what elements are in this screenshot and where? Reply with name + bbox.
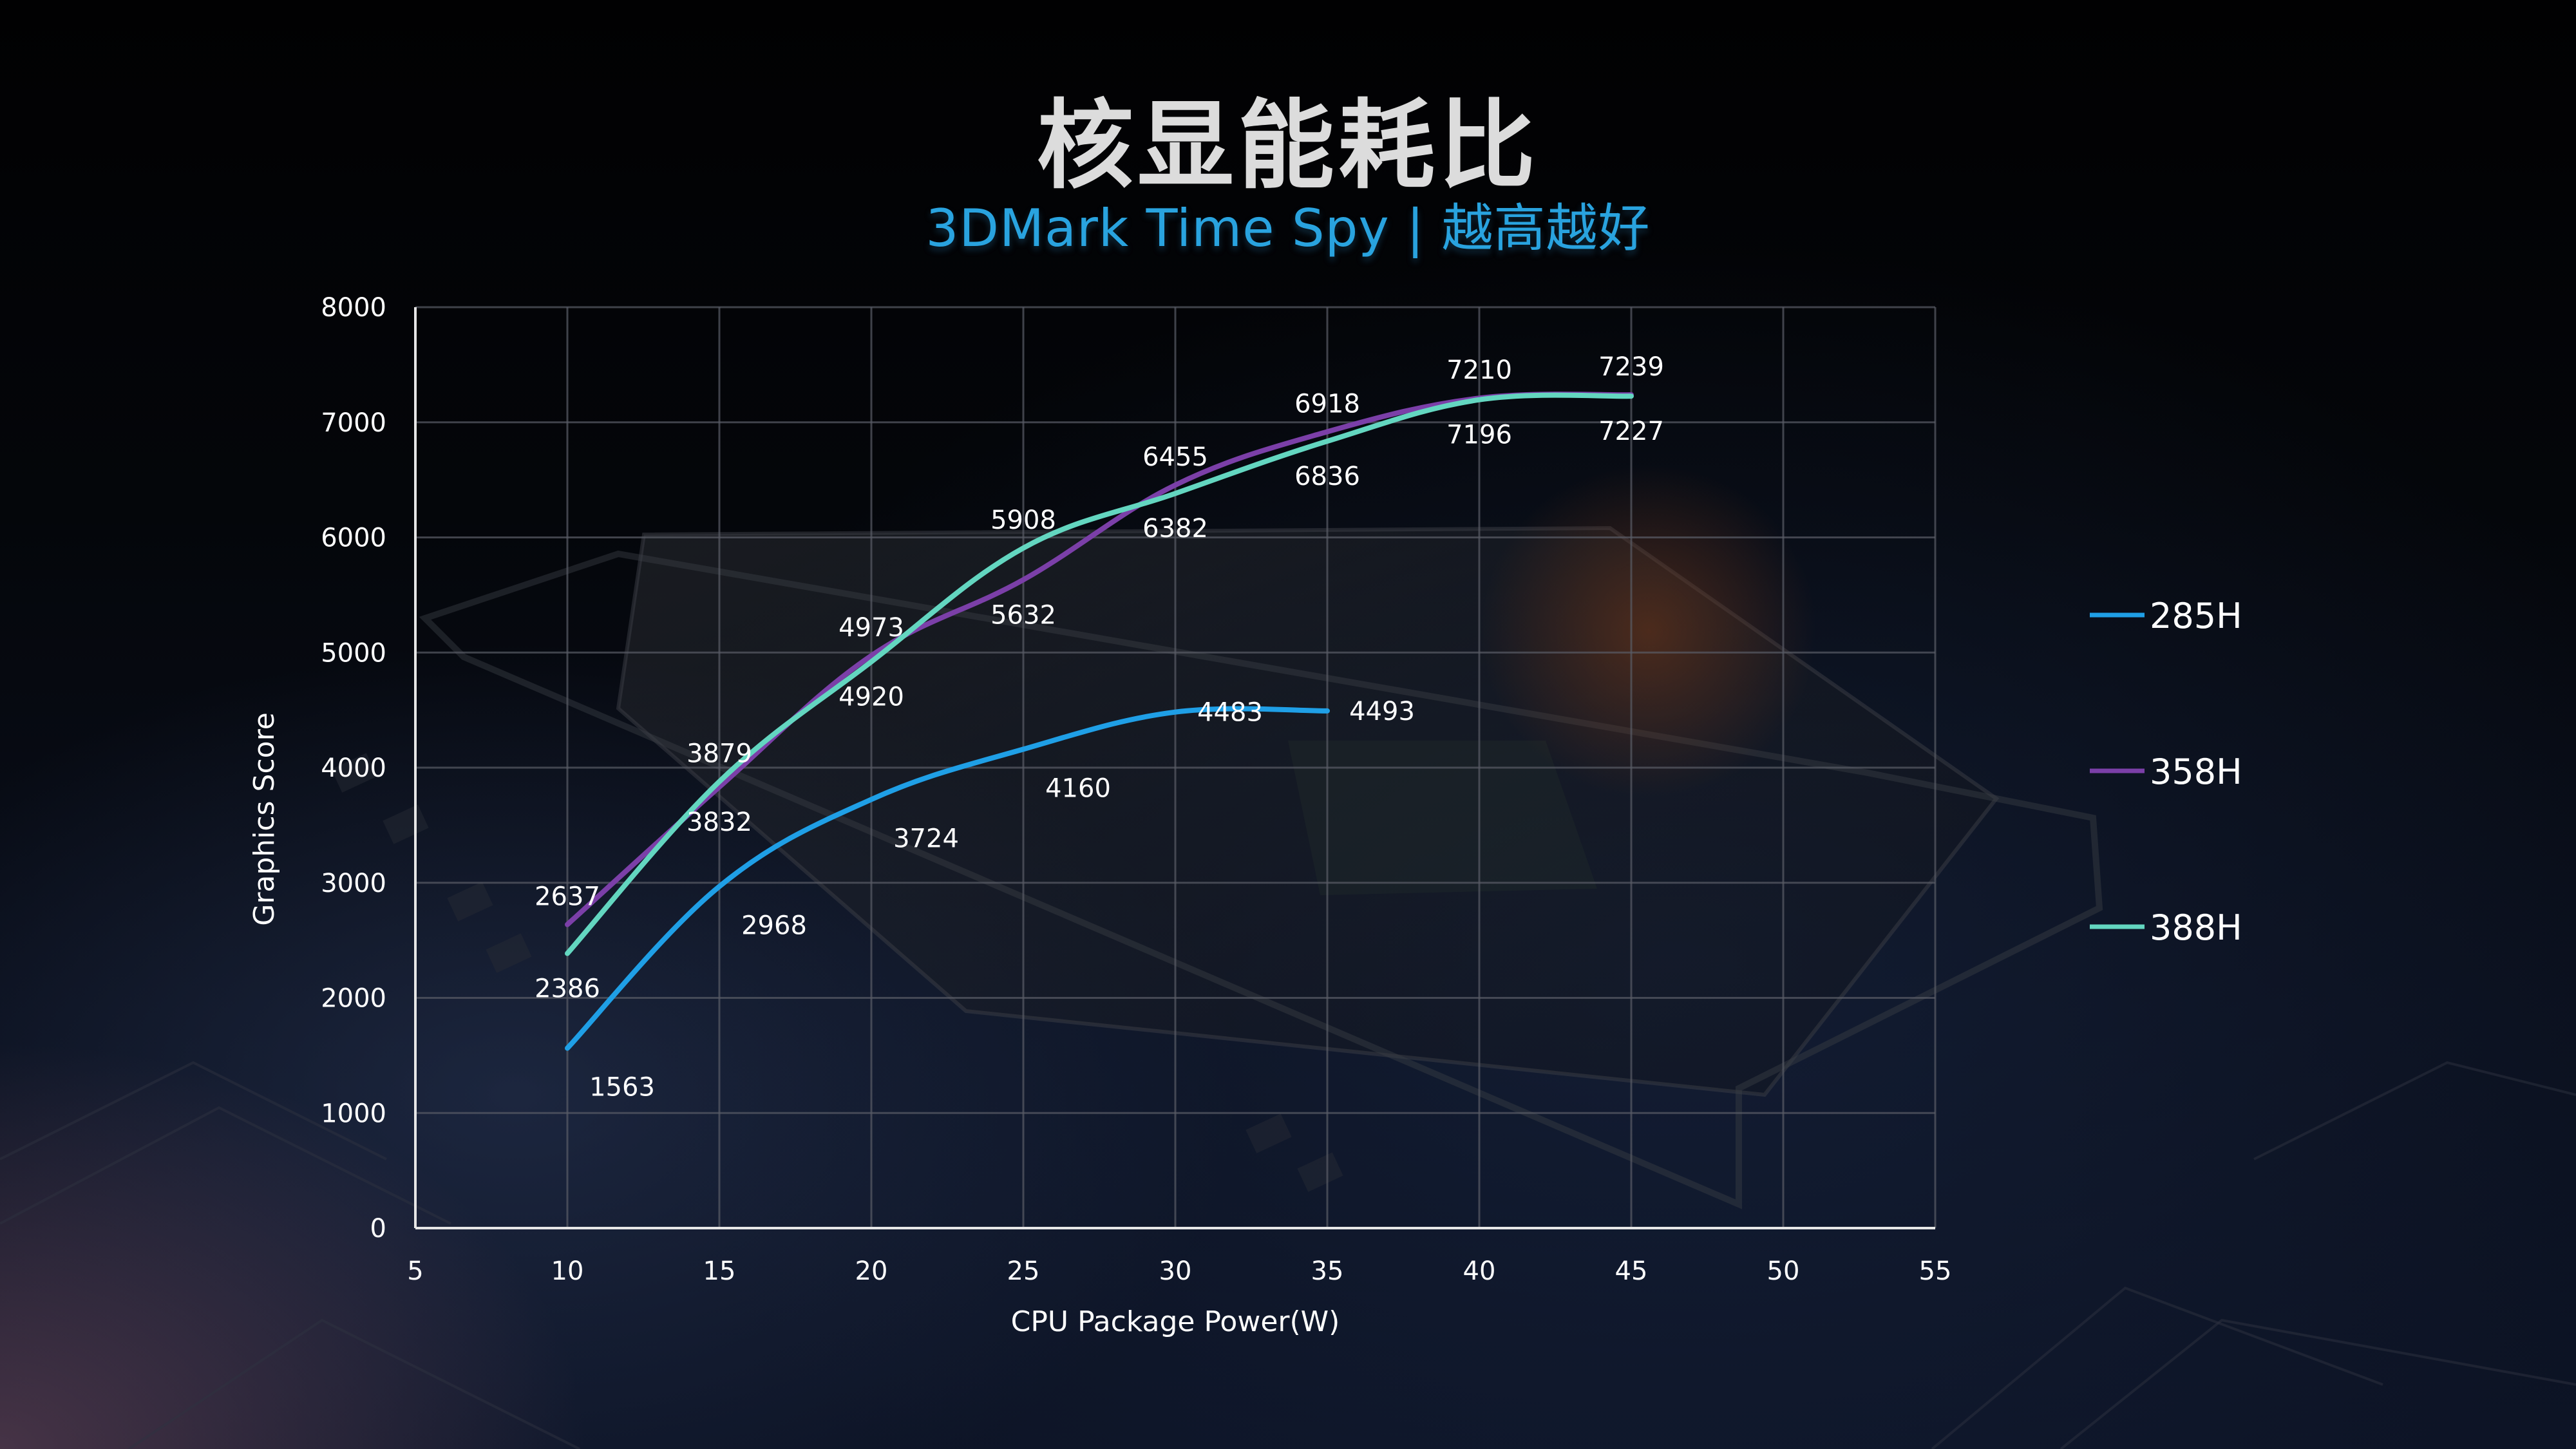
x-tick-label: 35	[1311, 1256, 1344, 1286]
x-tick-label: 30	[1159, 1256, 1192, 1286]
y-tick-label: 0	[370, 1214, 386, 1244]
x-tick-label: 15	[703, 1256, 736, 1286]
series-line-285H	[565, 706, 1330, 1051]
page-title: 核显能耗比	[1036, 90, 1539, 202]
y-tick-label: 3000	[321, 869, 386, 898]
data-label-358H: 6918	[1294, 389, 1360, 419]
axes: 5 10 15 20 25 30 35 40 45 50 55 0 1000 2000 3000 4000 50…	[248, 293, 1951, 1338]
legend: 285H 358H 388H	[2090, 596, 2242, 948]
data-label-285H: 4493	[1349, 697, 1415, 726]
x-tick-label: 45	[1615, 1256, 1648, 1286]
data-label-285H: 2968	[741, 911, 807, 940]
data-label-285H: 1563	[589, 1073, 655, 1103]
data-label-388H: 4920	[838, 683, 904, 712]
y-axis-title: Graphics Score	[248, 712, 281, 926]
y-tick-label: 6000	[321, 524, 386, 553]
x-tick-label: 40	[1463, 1256, 1496, 1286]
x-tick-label: 10	[551, 1256, 584, 1286]
legend-label-285H: 285H	[2150, 596, 2242, 636]
legend-label-388H: 388H	[2150, 907, 2242, 948]
y-tick-label: 1000	[321, 1099, 386, 1128]
data-label-358H: 5632	[990, 600, 1056, 630]
page-subtitle: 3DMark Time Spy | 越高越好	[925, 198, 1651, 258]
data-label-358H: 6455	[1142, 442, 1208, 472]
grid	[414, 306, 1937, 1229]
x-tick-label: 25	[1007, 1256, 1040, 1286]
data-label-285H: 4160	[1045, 773, 1111, 803]
data-label-388H: 6382	[1142, 514, 1208, 544]
data-labels: 1563 2968 3724 4160 4483 4493 2637 2386 3832 3879…	[535, 352, 1664, 1103]
y-tick-label: 2000	[321, 984, 386, 1014]
data-label-388H: 7196	[1446, 421, 1512, 450]
x-tick-label: 50	[1767, 1256, 1800, 1286]
y-tick-label: 8000	[321, 293, 386, 323]
data-label-388H: 2386	[535, 974, 600, 1004]
series-line-358H	[565, 392, 1634, 927]
x-tick-label: 20	[855, 1256, 888, 1286]
data-label-358H: 4973	[838, 613, 904, 643]
data-label-388H: 7227	[1598, 417, 1664, 446]
data-label-358H: 3832	[687, 808, 752, 837]
data-label-358H: 2637	[535, 882, 600, 912]
data-label-388H: 3879	[687, 739, 752, 769]
x-axis-title: CPU Package Power(W)	[1011, 1305, 1340, 1338]
legend-label-358H: 358H	[2150, 752, 2242, 792]
data-label-358H: 7210	[1446, 355, 1512, 385]
y-tick-label: 7000	[321, 408, 386, 438]
data-label-388H: 5908	[990, 506, 1056, 535]
data-label-388H: 6836	[1294, 462, 1360, 491]
x-tick-label: 55	[1919, 1256, 1952, 1286]
data-label-285H: 3724	[893, 824, 959, 853]
y-tick-label: 5000	[321, 638, 386, 668]
data-label-285H: 4483	[1197, 698, 1263, 728]
series-lines	[565, 392, 1634, 1051]
y-tick-label: 4000	[321, 753, 386, 783]
data-label-358H: 7239	[1598, 352, 1664, 382]
series-line-388H	[565, 392, 1634, 956]
x-tick-label: 5	[407, 1256, 423, 1286]
